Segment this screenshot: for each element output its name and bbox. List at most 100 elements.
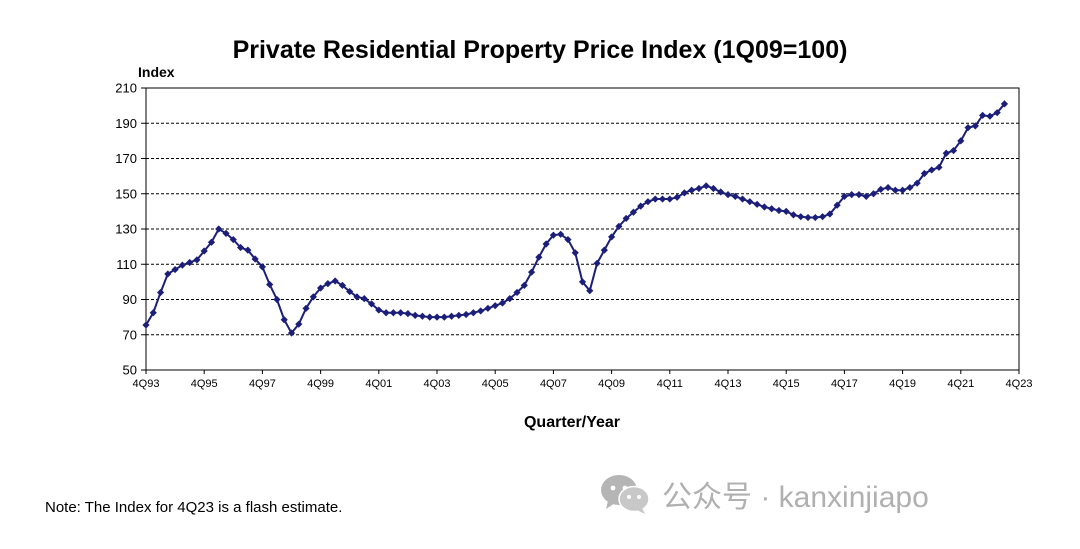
data-point [833,201,841,209]
x-tick-label: 4Q19 [889,378,916,390]
data-point [440,313,448,321]
data-point [178,261,186,269]
y-tick-label: 50 [123,363,137,378]
data-point [717,188,725,196]
data-point [244,246,252,254]
data-point [156,288,165,297]
data-point [949,146,958,155]
data-point [549,231,557,239]
data-point [775,206,783,215]
x-tick-label: 4Q21 [947,378,974,390]
data-point [389,309,397,317]
data-point [891,186,899,194]
data-point [600,246,608,254]
data-point [142,321,150,329]
data-point [484,304,492,312]
data-point [317,284,325,292]
data-point [280,316,288,324]
chart-title: Private Residential Property Price Index… [232,36,848,64]
data-point [629,208,638,216]
data-point [469,309,477,317]
data-point [1000,100,1009,108]
data-point [768,205,776,213]
data-point [826,210,834,218]
data-point [753,200,761,208]
x-tick-label: 4Q15 [773,378,800,390]
data-point [862,192,870,200]
y-tick-label: 110 [116,257,137,272]
data-point [455,311,463,319]
data-point [593,259,601,267]
data-point [906,183,914,192]
x-tick-label: 4Q93 [133,378,160,390]
x-tick-label: 4Q95 [191,378,218,390]
data-point [731,192,739,200]
data-point [513,288,521,297]
data-point [309,293,317,301]
data-point [738,195,747,203]
data-point [353,293,361,301]
data-point [331,277,339,285]
data-point [688,186,696,194]
data-point [964,124,972,132]
gridlines [146,122,1019,336]
wechat-logo-icon [601,475,650,514]
y-axis-label: Index [138,64,175,80]
data-point [324,280,332,288]
data-point [360,295,368,303]
x-tick-label: 4Q11 [657,378,683,390]
data-point [411,311,419,319]
y-tick-label: 150 [115,186,137,201]
data-point [789,211,798,219]
data-point [709,184,718,193]
data-point [491,302,499,310]
footnote: Note: The Index for 4Q23 is a flash esti… [45,499,343,516]
data-point [935,163,943,171]
x-tick-label: 4Q99 [307,378,334,390]
x-tick-label: 4Q03 [424,378,451,390]
data-point [797,213,805,221]
data-point [695,184,703,193]
data-point [869,190,878,198]
y-tick-label: 70 [123,327,137,342]
watermark-text: 公众号 · kanxinjiapo [662,481,929,514]
data-point [433,313,441,321]
data-point [702,182,710,190]
data-point [993,109,1001,117]
y-tick-label: 170 [115,151,137,166]
x-tick-label: 4Q17 [831,378,858,390]
x-tick-label: 4Q13 [715,378,742,390]
data-point [586,287,594,295]
data-point [673,193,681,201]
data-point [877,185,885,193]
data-point [680,189,688,197]
data-point [367,300,376,308]
y-tick-label: 90 [123,292,137,307]
data-point [171,265,179,274]
data-point [979,111,987,119]
data-point [818,213,827,221]
data-point [564,235,572,244]
x-tick-label: 4Q07 [540,378,567,390]
data-point [258,263,266,271]
data-point [986,112,994,120]
data-point [557,230,565,238]
data-point [375,306,383,314]
data-point [942,149,950,157]
data-point [229,235,237,244]
data-point [637,202,645,210]
data-point [928,166,936,174]
data-point [266,280,274,289]
data-point [724,191,732,199]
x-tick-label: 4Q09 [598,378,625,390]
data-point [615,222,623,230]
data-point [527,268,536,276]
data-point [746,198,754,206]
data-point [651,195,659,203]
data-point [899,186,907,194]
data-point [418,312,427,320]
data-point [447,312,456,320]
data-point [164,270,172,278]
data-point [287,329,296,337]
